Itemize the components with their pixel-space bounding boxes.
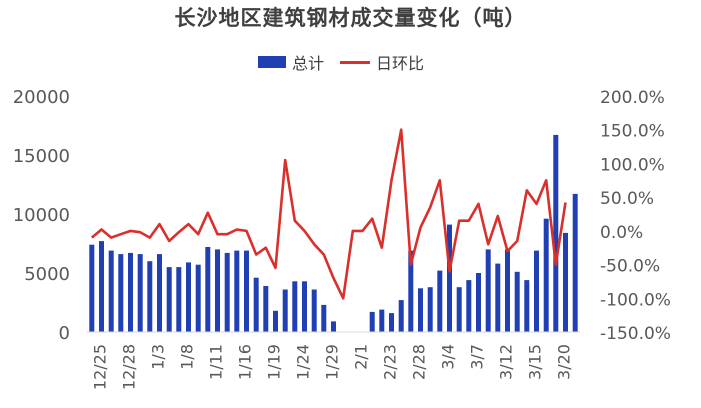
- bar: [118, 254, 124, 332]
- x-tick-label: 1/24: [294, 344, 313, 380]
- y-right-tick-label: 100.0%: [600, 155, 665, 175]
- bar: [418, 288, 423, 332]
- y-right-tick-label: 0.0%: [600, 223, 643, 243]
- x-tick-label: 12/28: [120, 344, 139, 390]
- bar: [389, 313, 394, 332]
- bar: [553, 134, 559, 332]
- y-left-tick-label: 15000: [13, 146, 70, 167]
- x-tick-label: 3/7: [468, 344, 487, 370]
- bar: [234, 250, 240, 332]
- bar: [543, 218, 549, 332]
- chart-legend: 总计 日环比: [258, 50, 440, 74]
- bar: [427, 287, 433, 332]
- bar: [292, 281, 298, 332]
- x-tick-label: 3/12: [497, 344, 516, 380]
- x-tick-label: 3/15: [526, 344, 545, 380]
- bar: [456, 287, 462, 332]
- bar: [302, 281, 307, 332]
- y-right-tick-label: -100.0%: [600, 290, 671, 310]
- bar: [534, 250, 539, 332]
- bar: [408, 250, 414, 332]
- y-right-tick-label: 200.0%: [600, 88, 665, 108]
- x-tick-label: 12/25: [91, 344, 110, 390]
- x-tick-label: 3/4: [439, 344, 458, 370]
- chart-title: 长沙地区建筑钢材成交量变化（吨）: [174, 5, 527, 30]
- legend-item-line: 日环比: [340, 50, 424, 74]
- bar: [195, 264, 201, 332]
- x-tick-label: 1/16: [236, 344, 255, 380]
- bar: [495, 263, 501, 332]
- bar: [273, 310, 278, 332]
- y-left-tick-label: 0: [59, 323, 70, 344]
- bar: [398, 300, 404, 332]
- legend-bar-label: 总计: [292, 54, 325, 73]
- bar: [379, 309, 385, 332]
- x-tick-label: 1/3: [149, 344, 168, 370]
- x-tick-label: 1/11: [207, 344, 226, 380]
- bar: [466, 280, 472, 332]
- x-tick-label: 1/19: [265, 344, 284, 380]
- y-right-tick-label: -50.0%: [600, 257, 660, 277]
- bar: [253, 277, 259, 332]
- legend-line-label: 日环比: [376, 54, 425, 73]
- bar: [321, 304, 327, 332]
- y-right-tick-label: 50.0%: [600, 189, 654, 209]
- bar: [166, 267, 172, 332]
- bar: [476, 273, 481, 332]
- legend-line-swatch: [340, 60, 371, 64]
- y-left-tick-label: 20000: [13, 87, 70, 108]
- bar: [311, 289, 317, 332]
- bar: [147, 261, 153, 332]
- x-tick-label: 1/8: [178, 344, 197, 370]
- bar: [505, 249, 510, 332]
- bar: [137, 254, 143, 332]
- bar: [263, 286, 269, 332]
- bar: [331, 321, 336, 332]
- bar: [176, 267, 182, 332]
- bar: [205, 247, 211, 332]
- x-tick-label: 2/1: [352, 344, 371, 370]
- x-tick-label: 1/29: [323, 344, 342, 380]
- y-left-tick-label: 5000: [24, 264, 70, 285]
- bar: [563, 232, 568, 332]
- ratio-line: [90, 128, 567, 300]
- bar: [186, 262, 191, 332]
- bar: [437, 270, 443, 332]
- bar: [157, 254, 162, 332]
- legend-bar-swatch: [258, 56, 286, 68]
- bar: [447, 224, 452, 332]
- bar: [244, 250, 249, 332]
- bar: [282, 289, 288, 332]
- bar: [485, 249, 491, 332]
- bar: [99, 241, 104, 332]
- y-left-tick-label: 10000: [13, 205, 70, 226]
- y-right-tick-label: 150.0%: [600, 122, 665, 142]
- bar: [524, 280, 530, 332]
- bar: [224, 252, 230, 332]
- bar: [514, 271, 520, 332]
- bar: [128, 252, 133, 332]
- x-tick-label: 2/28: [410, 344, 429, 380]
- bar: [89, 244, 95, 332]
- legend-item-bar: 总计: [258, 50, 324, 74]
- y-right-tick-label: -150.0%: [600, 324, 671, 344]
- bar: [215, 249, 220, 332]
- bar: [572, 193, 578, 332]
- x-tick-label: 3/20: [555, 344, 574, 380]
- bar: [108, 250, 114, 332]
- x-tick-label: 2/23: [381, 344, 400, 380]
- bar: [369, 311, 375, 332]
